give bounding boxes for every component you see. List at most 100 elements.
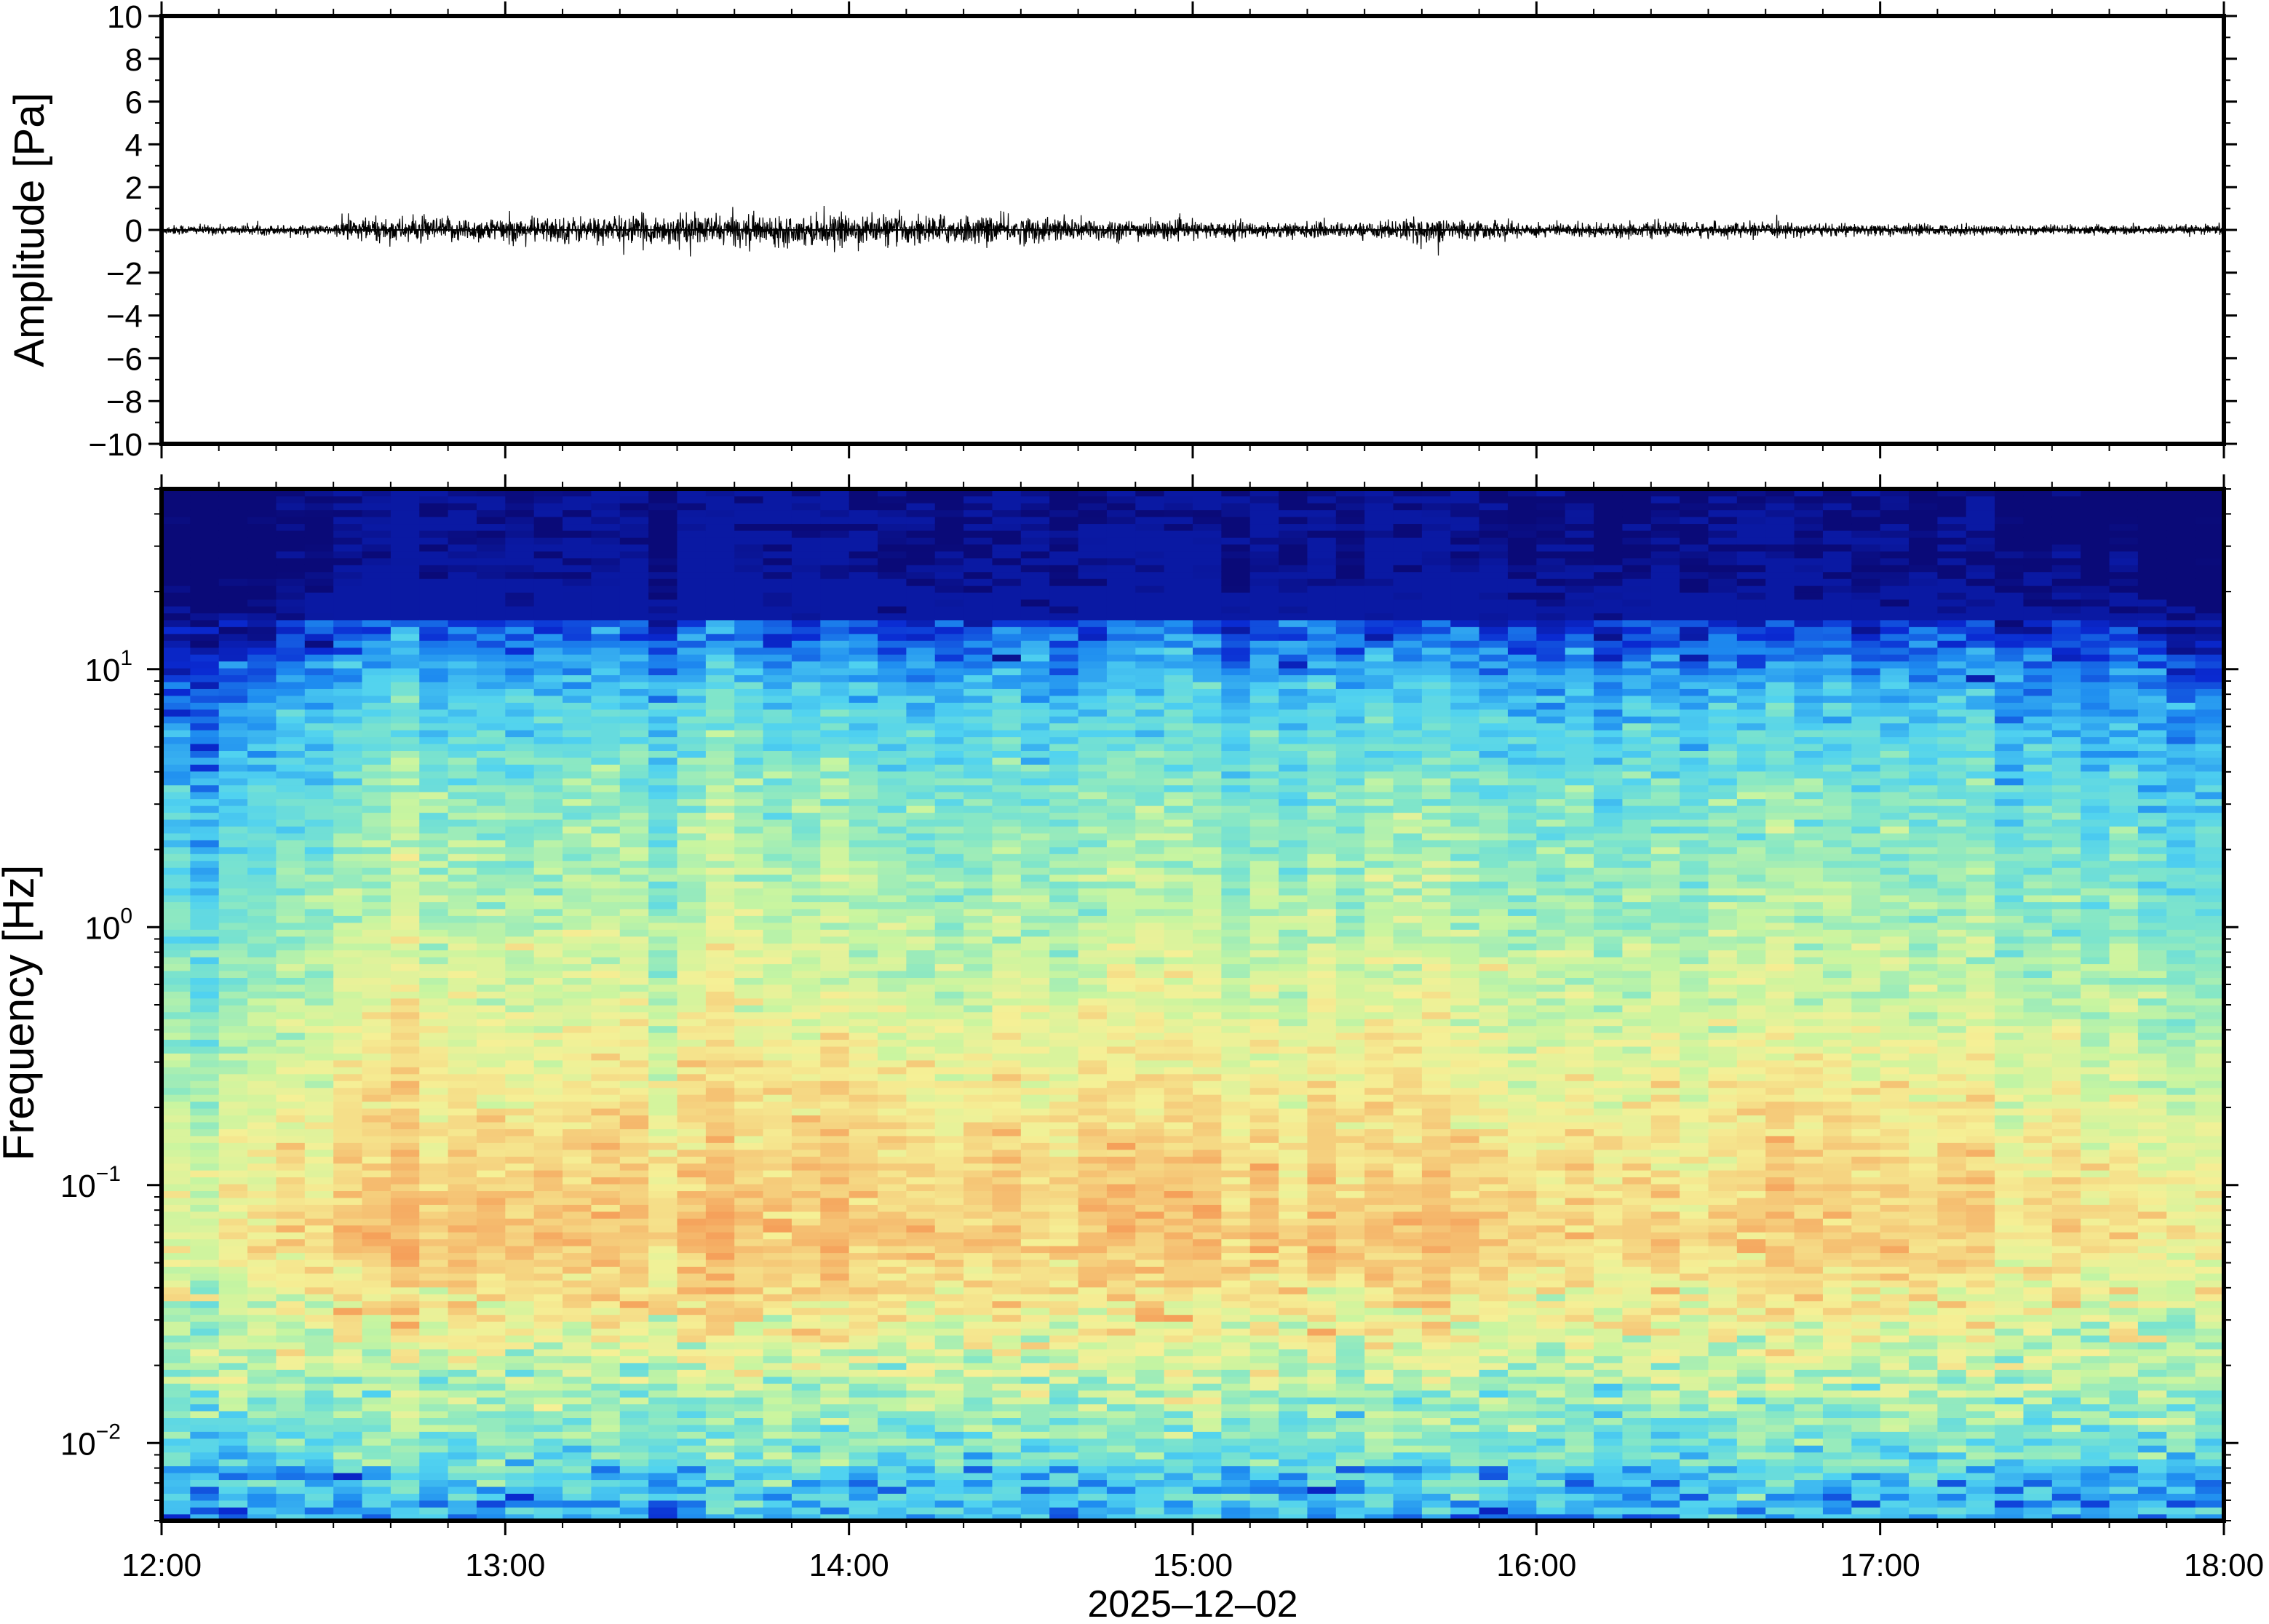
spectrogram-cell	[390, 1169, 421, 1178]
spectrogram-cell	[190, 1314, 220, 1322]
spectrogram-cell	[1049, 1183, 1079, 1192]
spectrogram-cell	[791, 853, 822, 861]
spectrogram-cell	[390, 1197, 421, 1205]
spectrogram-cell	[934, 1356, 964, 1364]
spectrogram-cell	[1020, 757, 1050, 765]
spectrogram-cell	[218, 1107, 248, 1116]
spectrogram-cell	[849, 880, 878, 889]
spectrogram-cell	[476, 1238, 506, 1246]
spectrogram-cell	[1020, 1438, 1050, 1446]
spectrogram-cell	[218, 715, 248, 724]
spectrogram-cell	[362, 1245, 392, 1254]
spectrogram-cell	[791, 1183, 822, 1192]
spectrogram-cell	[505, 929, 535, 937]
spectrogram-cell	[505, 695, 535, 703]
spectrogram-cell	[591, 1259, 621, 1267]
spectrogram-cell	[333, 1231, 363, 1240]
spectrogram-cell	[734, 750, 764, 758]
spectrogram-cell	[763, 977, 792, 985]
spectrogram-cell	[906, 1073, 936, 1081]
spectrogram-cell	[533, 1334, 563, 1343]
spectrogram-cell	[849, 1087, 878, 1095]
spectrogram-cell	[476, 1376, 506, 1384]
spectrogram-cell	[563, 1472, 592, 1481]
spectrogram-cell	[333, 495, 363, 503]
spectrogram-cell	[1049, 1115, 1079, 1123]
spectrogram-cell	[218, 757, 248, 765]
spectrogram-cell	[333, 1032, 363, 1040]
spectrogram-cell	[162, 1266, 191, 1274]
spectrogram-cell	[448, 743, 477, 752]
spectrogram-cell	[563, 495, 592, 503]
spectrogram-cell	[218, 688, 248, 696]
spectrogram-cell	[934, 551, 964, 559]
spectrogram-cell	[362, 509, 392, 517]
spectrogram-cell	[705, 1149, 736, 1157]
spectrogram-cell	[619, 1135, 649, 1143]
spectrogram-cell	[878, 695, 907, 703]
spectrogram-cell	[476, 681, 506, 689]
spectrogram-cell	[1049, 1107, 1079, 1116]
spectrogram-cell	[247, 702, 277, 710]
spectrogram-cell	[763, 1410, 792, 1418]
spectrogram-cell	[1078, 1390, 1108, 1398]
spectrogram-cell	[992, 1252, 1022, 1260]
spectrogram-cell	[533, 880, 563, 889]
spectrogram-cell	[476, 791, 506, 800]
spectrogram-cell	[1049, 1404, 1079, 1412]
spectrogram-cell	[1049, 585, 1079, 593]
spectrogram-cell	[276, 1107, 306, 1116]
spectrogram-cell	[1049, 1032, 1079, 1040]
spectrogram-cell	[333, 860, 363, 868]
spectrogram-cell	[476, 509, 506, 517]
spectrogram-cell	[476, 1458, 506, 1467]
spectrogram-cell	[476, 1107, 506, 1116]
spectrogram-cell	[591, 791, 621, 800]
spectrogram-cell	[304, 977, 334, 985]
spectrogram-cell	[563, 653, 592, 662]
spectrogram-cell	[734, 1356, 764, 1364]
spectrogram-cell	[505, 880, 535, 889]
spectrogram-cell	[619, 970, 649, 978]
spectrogram-cell	[878, 1334, 907, 1343]
spectrogram-cell	[190, 956, 220, 965]
spectrogram-cell	[1049, 832, 1079, 840]
spectrogram-cell	[705, 908, 736, 916]
spectrogram-cell	[820, 633, 850, 641]
spectrogram-cell	[162, 551, 191, 559]
spectrogram-cell	[333, 798, 363, 806]
spectrogram-cell	[878, 1252, 907, 1260]
spectrogram-cell	[276, 1197, 306, 1205]
spectrogram-cell	[1020, 647, 1050, 655]
spectrogram-cell	[190, 778, 220, 786]
spectrogram-cell	[791, 1087, 822, 1095]
spectrogram-cell	[677, 1107, 707, 1116]
spectrogram-cell	[963, 1080, 993, 1088]
spectrogram-cell	[304, 564, 334, 573]
spectrogram-cell	[218, 571, 248, 579]
spectrogram-cell	[849, 599, 878, 607]
spectrogram-cell	[619, 1286, 649, 1294]
spectrogram-cell	[820, 1424, 850, 1432]
spectrogram-cell	[476, 1382, 506, 1391]
spectrogram-cell	[1049, 764, 1079, 772]
spectrogram-cell	[791, 1204, 822, 1212]
spectrogram-cell	[705, 523, 736, 531]
spectrogram-cell	[218, 888, 248, 896]
spectrogram-cell	[878, 681, 907, 689]
spectrogram-cell	[247, 832, 277, 840]
spectrogram-cell	[906, 922, 936, 930]
spectrogram-cell	[648, 1362, 678, 1370]
spectrogram-cell	[734, 544, 764, 552]
spectrogram-cell	[362, 1231, 392, 1240]
spectrogram-cell	[705, 1094, 736, 1102]
spectrogram-cell	[505, 1321, 535, 1329]
spectrogram-cell	[476, 812, 506, 820]
spectrogram-cell	[849, 633, 878, 641]
spectrogram-cell	[533, 1410, 563, 1418]
spectrogram-cell	[333, 840, 363, 848]
spectrogram-cell	[878, 729, 907, 738]
spectrogram-cell	[820, 736, 850, 744]
spectrogram-cell	[705, 764, 736, 772]
spectrogram-cell	[419, 1431, 449, 1439]
